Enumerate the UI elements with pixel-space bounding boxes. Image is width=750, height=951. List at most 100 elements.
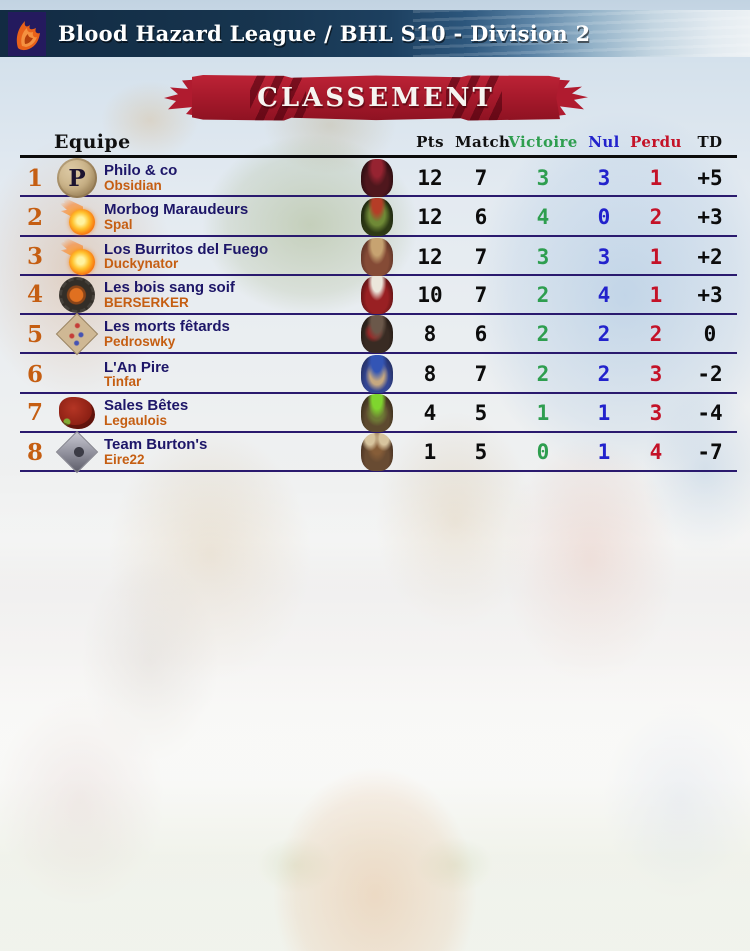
rank-number: 3: [26, 243, 43, 271]
race-cell: [349, 393, 405, 432]
rank-number: 1: [26, 164, 43, 192]
td-diff-value: -7: [697, 440, 723, 465]
race-cell: [349, 275, 405, 314]
table-row[interactable]: 7 Sales Bêtes Legaulois 4 5 1 1 3 -4: [20, 393, 737, 434]
points-value: 12: [417, 205, 443, 230]
team-logo-icon: [59, 396, 95, 429]
team-logo-icon: [57, 354, 97, 394]
matches-played-value: 5: [474, 440, 488, 465]
classement-banner: CLASSEMENT: [164, 75, 588, 121]
td-diff-value: -2: [697, 362, 723, 387]
race-cell: [349, 433, 405, 472]
points-value: 1: [423, 440, 437, 465]
matches-played-value: 7: [474, 166, 488, 190]
team-name-link[interactable]: Philo & co: [104, 162, 178, 180]
draws-value: 2: [597, 322, 611, 347]
wins-value: 0: [536, 440, 550, 465]
losses-value: 1: [649, 282, 663, 307]
team-logo-cell: [50, 276, 104, 314]
matches-played-value: 6: [474, 322, 488, 347]
team-logo-icon: [55, 430, 99, 474]
column-header-pts: Pts: [416, 132, 444, 151]
draws-value: 0: [597, 205, 611, 230]
coach-name: BERSERKER: [104, 294, 189, 310]
team-cell: Team Burton's Eire22: [104, 433, 349, 471]
team-name-link[interactable]: Sales Bêtes: [104, 396, 189, 414]
race-icon: [361, 355, 393, 394]
standings-table: Equipe Pts Match Victoire Nul Perdu TD 1…: [20, 128, 737, 474]
draws-value: 1: [597, 400, 611, 425]
draws-value: 3: [597, 166, 611, 190]
team-logo-icon: P: [57, 158, 97, 198]
race-icon: [361, 198, 393, 237]
points-value: 12: [417, 166, 443, 190]
rank-number: 7: [26, 399, 43, 427]
table-row[interactable]: 3 Los Burritos del Fuego Duckynator 12 7…: [20, 237, 737, 276]
team-name-link[interactable]: Les bois sang soif: [104, 278, 235, 296]
team-logo-letter: P: [68, 164, 86, 192]
team-name-link[interactable]: Morbog Maraudeurs: [104, 201, 249, 219]
matches-played-value: 6: [474, 205, 488, 230]
coach-name: Eire22: [104, 451, 145, 467]
team-name-link[interactable]: Les morts fêtards: [104, 318, 230, 336]
losses-value: 4: [649, 440, 663, 465]
matches-played-value: 7: [474, 362, 488, 387]
matches-played-value: 7: [474, 282, 488, 307]
race-cell: [349, 197, 405, 237]
losses-value: 1: [649, 166, 663, 190]
points-value: 8: [423, 322, 437, 347]
coach-name: Spal: [104, 217, 133, 233]
column-header-nul: Nul: [588, 132, 620, 151]
column-header-perdu: Perdu: [630, 132, 682, 151]
team-cell: Sales Bêtes Legaulois: [104, 394, 349, 432]
race-icon: [361, 159, 393, 197]
table-row[interactable]: 5 Les morts fêtards Pedroswky 8 6 2 2 2 …: [20, 312, 737, 356]
wins-value: 2: [536, 362, 550, 387]
league-header-bar: Blood Hazard League / BHL S10 - Division…: [0, 10, 750, 57]
ribbon-body: CLASSEMENT: [192, 75, 560, 121]
losses-value: 2: [649, 205, 663, 230]
coach-name: Duckynator: [104, 256, 179, 272]
table-row[interactable]: 1 P Philo & co Obsidian 12 7 3 3 1 +5: [20, 158, 737, 198]
team-name-link[interactable]: L'An Pire: [104, 358, 170, 376]
table-row[interactable]: 2 Morbog Maraudeurs Spal 12 6 4 0 2 +3: [20, 197, 737, 237]
draws-value: 4: [597, 282, 611, 307]
table-row[interactable]: 6 L'An Pire Tinfar 8 7 2 2 3 -2: [20, 354, 737, 394]
team-logo-cell: [50, 237, 104, 277]
table-header-row: Equipe Pts Match Victoire Nul Perdu TD: [20, 128, 737, 158]
rank-number: 8: [26, 438, 43, 466]
table-row[interactable]: 4 Les bois sang soif BERSERKER 10 7 2 4 …: [20, 275, 737, 316]
table-row[interactable]: 8 Team Burton's Eire22 1 5 0 1 4 -7: [20, 430, 737, 474]
column-header-match: Match: [455, 132, 511, 151]
rank-number: 2: [26, 203, 43, 231]
td-diff-value: 0: [703, 322, 717, 347]
td-diff-value: +5: [697, 166, 723, 190]
losses-value: 1: [649, 244, 663, 269]
team-logo-cell: [50, 197, 104, 237]
coach-name: Obsidian: [104, 177, 162, 193]
team-cell: Les bois sang soif BERSERKER: [104, 276, 349, 314]
race-icon: [361, 433, 393, 472]
wins-value: 2: [536, 282, 550, 307]
losses-value: 3: [649, 400, 663, 425]
wins-value: 2: [536, 322, 550, 347]
team-logo-cell: [50, 394, 104, 432]
race-icon: [361, 275, 393, 314]
coach-name: Legaulois: [104, 412, 168, 428]
team-logo-icon: [57, 197, 97, 237]
team-name-link[interactable]: Los Burritos del Fuego: [104, 240, 269, 258]
race-icon: [361, 393, 393, 432]
wins-value: 4: [536, 205, 550, 230]
team-logo-cell: [50, 354, 104, 394]
draws-value: 3: [597, 244, 611, 269]
page-title: Blood Hazard League / BHL S10 - Division…: [58, 21, 591, 46]
league-logo: [8, 12, 46, 56]
points-value: 8: [423, 362, 437, 387]
flame-claw-icon: [16, 21, 40, 51]
coach-name: Tinfar: [104, 374, 142, 390]
race-cell: [349, 354, 405, 394]
wins-value: 3: [536, 166, 550, 190]
banner-title: CLASSEMENT: [257, 83, 495, 113]
team-name-link[interactable]: Team Burton's: [104, 436, 208, 454]
column-header-equipe: Equipe: [54, 130, 131, 153]
